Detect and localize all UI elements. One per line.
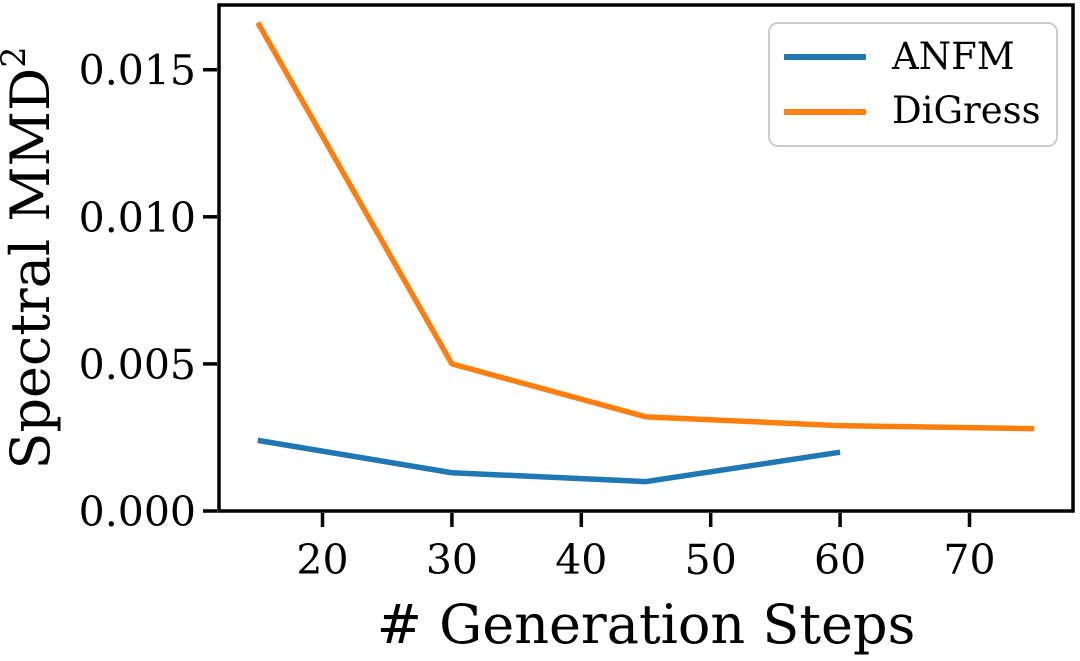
x-tick-label: 30 xyxy=(426,536,478,584)
legend-item-digress: DiGress xyxy=(784,90,1056,133)
series-line-anfm xyxy=(257,437,841,485)
legend-item-anfm: ANFM xyxy=(784,34,1056,79)
legend-label-digress: DiGress xyxy=(892,89,1041,133)
plot-spines xyxy=(217,3,1075,513)
legend-line-sample-digress xyxy=(784,108,866,115)
legend: ANFM DiGress xyxy=(768,22,1058,147)
x-tick-label: 50 xyxy=(685,536,737,584)
x-axis-label: # Generation Steps xyxy=(376,593,916,656)
legend-label-anfm: ANFM xyxy=(892,34,1015,78)
y-tick-label: 0.015 xyxy=(79,47,196,95)
y-axis-label-exponent: 2 xyxy=(0,46,33,67)
y-tick-label: 0.005 xyxy=(79,341,196,389)
x-tick-label: 20 xyxy=(296,536,348,584)
y-axis-label-text: Spectral MMD xyxy=(0,67,62,470)
y-axis-label: Spectral MMD2 xyxy=(0,46,62,469)
y-tick-label: 0.010 xyxy=(79,194,196,242)
x-tick-label: 70 xyxy=(943,536,995,584)
series-line-digress xyxy=(255,21,1035,432)
x-tick-label: 60 xyxy=(814,536,866,584)
legend-line-sample-anfm xyxy=(784,54,866,61)
x-tick-label: 40 xyxy=(555,536,607,584)
y-tick-label: 0.000 xyxy=(79,488,196,536)
